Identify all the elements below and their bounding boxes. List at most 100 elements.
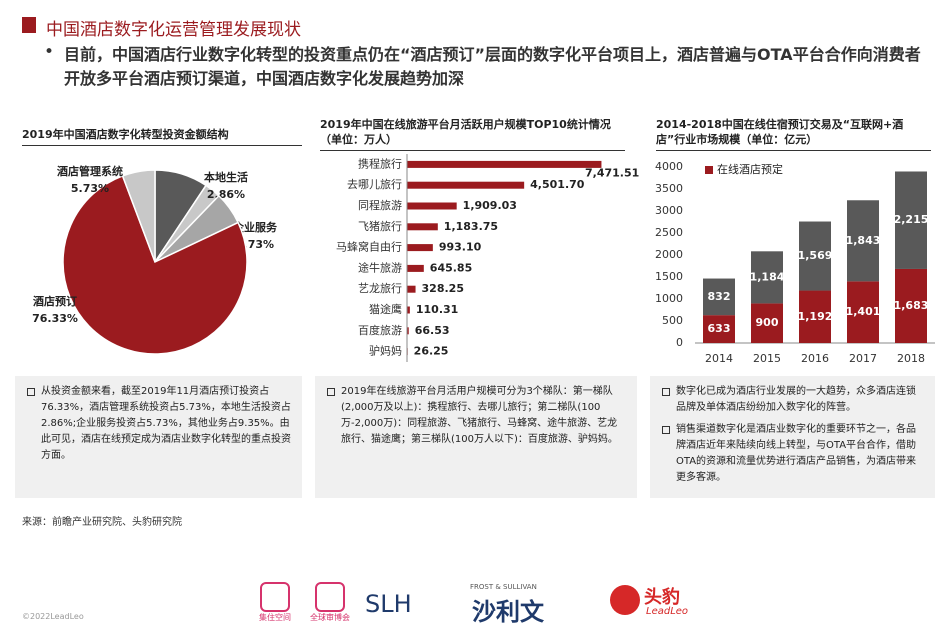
note: 销售渠道数字化是酒店业数字化的重要环节之一，各品牌酒店近年来陆续向线上转型，与O…: [660, 422, 925, 486]
x-tick-label: 2016: [801, 352, 829, 365]
bar-segment: [751, 251, 783, 304]
value-label: 645.85: [430, 261, 472, 274]
page-title: 中国酒店数字化运营管理发展现状: [46, 20, 301, 40]
logo-text: 沙利文: [472, 598, 544, 626]
logo: 集住空间: [250, 582, 300, 623]
value-label: 1,183.75: [444, 220, 498, 233]
value-label: 1,401: [846, 305, 881, 318]
note-box: 数字化已成为酒店行业发展的一大趋势，众多酒店连锁品牌及单体酒店纷纷加入数字化的阵…: [650, 376, 935, 498]
bar-segment: [847, 281, 879, 343]
logo-text: 头豹: [644, 587, 680, 608]
bar-segment: [703, 278, 735, 316]
category-label: 飞猪旅行: [358, 219, 402, 233]
copyright: ©2022LeadLeo: [22, 612, 84, 621]
bar-segment: [703, 315, 735, 343]
note-box: 从投资金额来看，截至2019年11月酒店预订投资占76.33%，酒店管理系统投资…: [15, 376, 302, 498]
chart-title: 2019年中国在线旅游平台月活跃用户规模TOP10统计情况（单位：万人）: [320, 117, 625, 151]
logo-text: FROST & SULLIVAN: [470, 583, 537, 591]
y-tick-label: 1000: [655, 292, 683, 305]
category-label: 艺龙旅行: [358, 281, 402, 295]
value-label: 1,683: [894, 299, 929, 312]
value-label: 328.25: [422, 282, 464, 295]
logo-text: LeadLeo: [646, 606, 689, 617]
y-tick-label: 1500: [655, 270, 683, 283]
bar: [407, 244, 433, 252]
bar-segment: [895, 171, 927, 269]
chart-title: 2019年中国酒店数字化转型投资金额结构: [22, 127, 302, 146]
bar-chart: 携程旅行 7,471.51 去哪儿旅行 4,501.70 同程旅游 1,909.03 飞猪旅…: [336, 154, 639, 362]
intro: 目前，中国酒店行业数字化转型的投资重点仍在“酒店预订”层面的数字化平台项目上，酒…: [64, 45, 921, 88]
x-tick-label: 2017: [849, 352, 877, 365]
value-label: 66.53: [415, 324, 450, 337]
category-label: 携程旅行: [358, 156, 402, 170]
value-label: 900: [756, 316, 779, 329]
category-label: 途牛旅游: [358, 260, 402, 274]
value-label: 2,215: [894, 213, 929, 226]
x-tick-label: 2018: [897, 352, 925, 365]
bar-segment: [847, 200, 879, 282]
value-label: 832: [708, 290, 731, 303]
bar: [407, 160, 602, 168]
logo-text: 集住空间: [259, 613, 291, 622]
y-tick-label: 2000: [655, 248, 683, 261]
bar: [407, 181, 525, 189]
bar-segment: [895, 268, 927, 343]
logo-text: 全球审博会: [310, 613, 350, 622]
note: 从投资金额来看，截至2019年11月酒店预订投资占76.33%，酒店管理系统投资…: [25, 384, 292, 464]
stacked-bar-chart: 0 500 1000 1500 2000 2500 3000 3500 4000 2014 633 8…: [655, 160, 935, 365]
logo: 全球审博会: [305, 582, 355, 623]
value-label: 1,909.03: [463, 199, 517, 212]
x-tick-label: 2014: [705, 352, 733, 365]
legend-swatch: [705, 166, 713, 174]
slice-value: 2.86%: [207, 188, 245, 201]
note: 数字化已成为酒店行业发展的一大趋势，众多酒店连锁品牌及单体酒店纷纷加入数字化的阵…: [660, 384, 925, 416]
bar: [407, 264, 424, 272]
logo-mark: [610, 585, 640, 615]
y-tick-label: 4000: [655, 160, 683, 173]
bullet: •: [44, 42, 55, 62]
category-label: 驴妈妈: [369, 344, 402, 358]
bar: [407, 202, 457, 210]
bar: [407, 327, 409, 335]
pie-slice: [121, 169, 156, 263]
value-label: 110.31: [416, 303, 458, 316]
bar: [407, 285, 416, 293]
logo-text: SLH: [365, 590, 412, 618]
value-label: 1,184: [750, 270, 785, 283]
x-tick-label: 2015: [753, 352, 781, 365]
bar-segment: [799, 290, 831, 343]
bar: [407, 223, 438, 231]
value-label: 4,501.70: [530, 178, 585, 191]
bar-segment: [799, 221, 831, 291]
category-label: 去哪儿旅行: [347, 177, 402, 191]
y-tick-label: 3000: [655, 204, 683, 217]
value-label: 1,843: [846, 234, 881, 247]
note-box: 2019年在线旅游平台月活用户规模可分为3个梯队：第一梯队(2,000万及以上)…: [315, 376, 637, 498]
value-label: 26.25: [414, 345, 449, 358]
value-label: 633: [708, 322, 731, 335]
y-tick-label: 3500: [655, 182, 683, 195]
value-label: 1,569: [798, 249, 833, 262]
bar: [407, 306, 410, 314]
slice-label: 本地生活: [204, 170, 248, 184]
y-tick-label: 2500: [655, 226, 683, 239]
y-tick-label: 0: [676, 336, 683, 349]
y-tick-label: 500: [662, 314, 683, 327]
pie-slice: [62, 174, 248, 355]
bar-segment: [751, 303, 783, 343]
slice-value: 76.33%: [32, 312, 78, 325]
category-label: 同程旅游: [358, 198, 402, 212]
slice-label: 酒店预订: [33, 294, 77, 308]
category-label: 马蜂窝自由行: [336, 240, 402, 254]
slice-label: 酒店管理系统: [57, 164, 123, 178]
legend-label: 在线酒店预定: [717, 162, 783, 176]
category-label: 百度旅游: [358, 323, 402, 337]
value-label: 1,192: [798, 310, 833, 323]
category-label: 猫途鹰: [369, 302, 402, 316]
source: 来源：前瞻产业研究院、头豹研究院: [22, 517, 182, 528]
chart-title: 2014-2018中国在线住宿预订交易及“互联网+酒店”行业市场规模（单位：亿元…: [656, 117, 931, 151]
title-marker: [22, 17, 36, 33]
slice-value: 5.73%: [71, 182, 109, 195]
slice-label: 企业服务: [232, 220, 278, 234]
